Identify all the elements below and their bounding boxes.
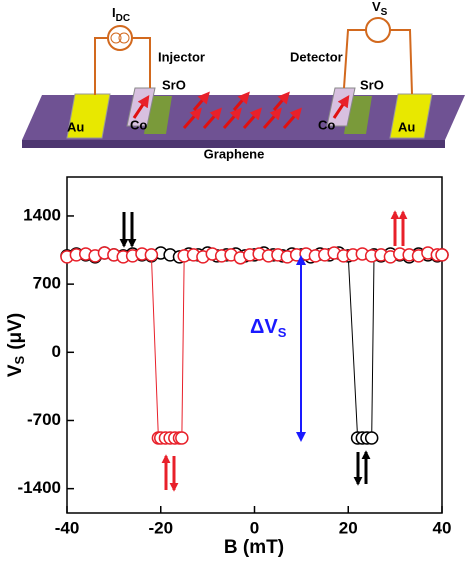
plot-area: -1400 -700 0 700 1400 -40 -20 0 20 40: [18, 205, 452, 537]
data-point: [144, 248, 159, 262]
slab-edge: [22, 140, 445, 148]
sro-label: SrO: [360, 77, 384, 92]
injector-label: Injector: [158, 49, 205, 64]
data-point: [175, 431, 189, 445]
schematic: IDC VS Injector Detector SrO SrO Co Co A…: [22, 0, 465, 161]
series-line: [66, 252, 442, 439]
x-tick-label: -40: [55, 518, 80, 537]
detector-label: Detector: [290, 49, 343, 64]
current-source-ring: [118, 32, 130, 44]
au-label: Au: [67, 119, 84, 134]
delta-label: ΔVS: [250, 316, 287, 340]
y-tick-label: -700: [27, 410, 61, 429]
y-tick-label: 700: [33, 274, 61, 293]
y-axis-label: VS(μV): [5, 313, 27, 377]
wires: [94, 29, 413, 95]
x-tick-label: 40: [433, 518, 452, 537]
x-axis-label: B (mT): [224, 537, 284, 558]
spin-arrows: [132, 91, 350, 129]
current-source-ring: [110, 32, 122, 44]
y-tick-label: 1400: [23, 205, 61, 224]
au-label: Au: [398, 119, 415, 134]
data-point: [435, 248, 449, 262]
co-label: Co: [130, 117, 147, 132]
current-source: [107, 25, 133, 51]
series-line: [66, 252, 443, 439]
data-point: [364, 431, 379, 445]
field-arrows: [119, 210, 408, 492]
voltage-label: VS: [372, 0, 388, 18]
x-tick-label: -20: [148, 518, 173, 537]
sro-label: SrO: [162, 77, 186, 92]
graphene-label: Graphene: [204, 146, 265, 161]
au-left: [66, 93, 111, 139]
x-tick-label: 0: [250, 518, 259, 537]
x-tick-label: 20: [339, 518, 358, 537]
y-tick-label: 0: [52, 342, 61, 361]
y-tick-label: -1400: [18, 478, 61, 497]
current-label: IDC: [112, 5, 130, 23]
au-right: [389, 93, 433, 139]
co-label: Co: [318, 117, 335, 132]
voltmeter: [365, 17, 391, 43]
